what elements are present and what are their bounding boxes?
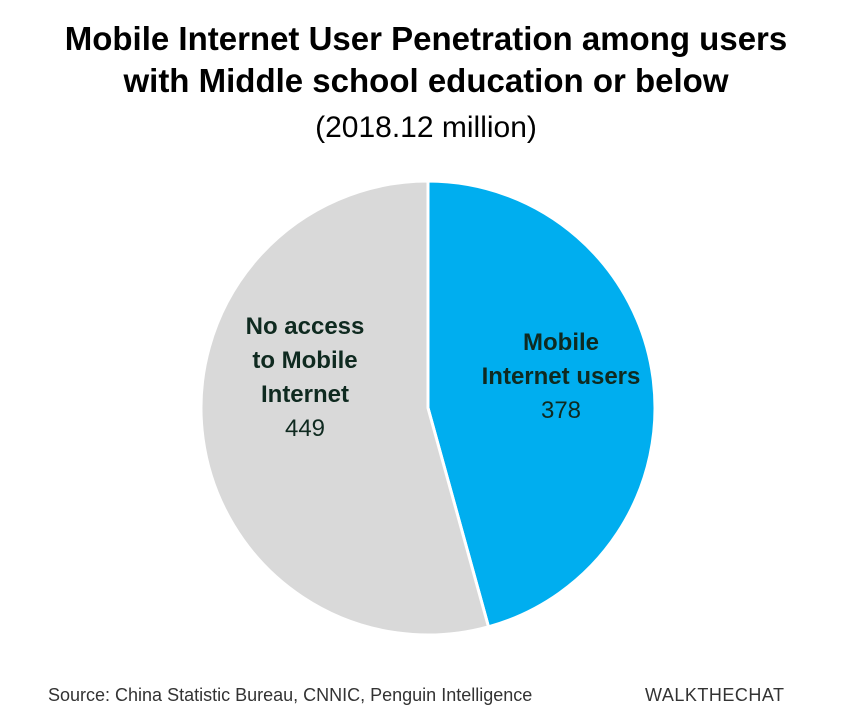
slice-2-value-label: 449 — [285, 415, 325, 442]
slice-2-label-line-1: No access — [246, 313, 365, 340]
pie-slice-2 — [199, 179, 490, 637]
slice-1-label-line-2: Internet users — [482, 363, 641, 390]
slice-1-label-line-1: Mobile — [523, 329, 599, 356]
chart-title-line-1: Mobile Internet User Penetration among u… — [64, 20, 788, 57]
slice-2-label-line-2: to Mobile — [252, 347, 357, 374]
source-note: Source: China Statistic Bureau, CNNIC, P… — [48, 685, 533, 705]
slice-2-label-line-3: Internet — [261, 381, 349, 408]
pie-slice-1 — [426, 179, 657, 629]
chart-title-line-2: with Middle school education or below — [123, 62, 729, 99]
slice-1-value-label: 378 — [541, 397, 581, 424]
brand-logo: WALKTHECHAT — [645, 685, 785, 705]
chart-title: Mobile Internet User Penetration among u… — [0, 18, 852, 102]
chart-subtitle: (2018.12 million) — [315, 111, 537, 144]
